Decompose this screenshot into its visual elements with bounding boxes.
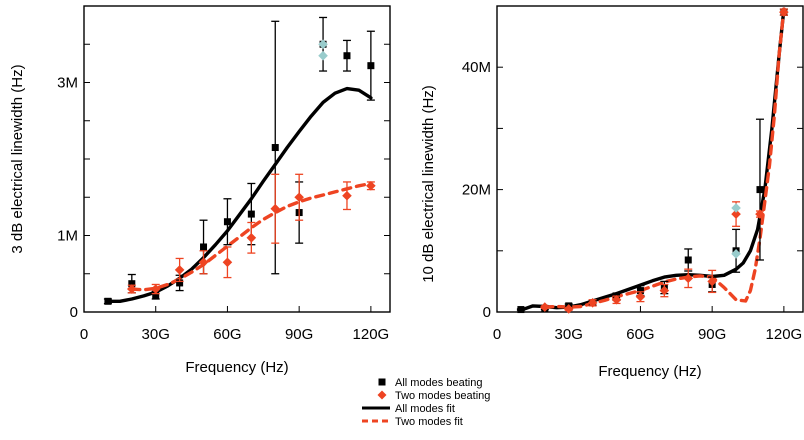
legend-item: Two modes beating	[377, 390, 490, 402]
two-modes-point	[294, 192, 304, 203]
all-modes-point	[223, 218, 231, 226]
two-modes-point	[755, 209, 765, 219]
two-modes-point	[683, 273, 694, 284]
outlier-point	[318, 39, 328, 50]
all-modes-fit-line	[519, 7, 786, 312]
all-modes-point	[152, 291, 160, 299]
legend-item: Two modes fit	[362, 416, 463, 428]
right-ticks: 0 30G 60G 90G 120G 0 20M 40M	[462, 5, 803, 343]
y-tick-label: 40M	[462, 59, 491, 76]
two-modes-point	[270, 203, 281, 214]
y-tick-label: 1M	[57, 228, 78, 245]
left-marks	[103, 16, 376, 305]
all-modes-point	[343, 52, 351, 60]
y-tick-label: 0	[483, 304, 491, 321]
all-modes-point	[176, 279, 184, 287]
two-modes-point	[342, 190, 352, 201]
legend-item: All modes beating	[378, 377, 482, 389]
two-modes-point	[222, 257, 233, 268]
right-y-axis-title: 10 dB electrical linewidth (Hz)	[420, 85, 437, 283]
left-plot-frame	[83, 5, 391, 313]
all-modes-point	[756, 186, 764, 194]
two-modes-point	[127, 284, 137, 294]
all-modes-point	[128, 280, 136, 288]
all-modes-point	[104, 297, 112, 305]
two-modes-point	[174, 265, 185, 275]
all-modes-point	[636, 287, 644, 295]
two-modes-point	[198, 257, 209, 268]
two-modes-point	[779, 7, 789, 17]
legend-label: All modes beating	[395, 377, 482, 389]
legend-square-icon	[378, 378, 386, 386]
two-modes-point	[731, 209, 741, 219]
right-plot-frame	[496, 5, 804, 313]
two-modes-point	[707, 276, 717, 287]
y-tick-label: 0	[70, 304, 78, 321]
outlier-point	[318, 50, 328, 61]
two-modes-point	[587, 298, 598, 308]
x-tick-label: 30G	[142, 326, 170, 343]
left-x-axis-title: Frequency (Hz)	[185, 359, 288, 376]
x-tick-label: 120G	[766, 326, 803, 343]
two-modes-point	[563, 304, 574, 314]
all-modes-point	[200, 243, 208, 251]
x-tick-label: 0	[493, 326, 501, 343]
x-tick-label: 30G	[555, 326, 583, 343]
x-tick-label: 0	[80, 326, 88, 343]
two-modes-point	[611, 294, 622, 305]
two-modes-fit-line	[543, 7, 786, 309]
all-modes-point	[271, 144, 279, 152]
x-tick-label: 90G	[285, 326, 313, 343]
two-modes-point	[246, 232, 257, 243]
left-y-axis-title: 3 dB electrical linewidth (Hz)	[9, 64, 26, 253]
legend-label: All modes fit	[395, 403, 455, 415]
x-tick-label: 90G	[698, 326, 726, 343]
two-modes-point	[635, 291, 646, 302]
two-modes-point	[540, 302, 550, 312]
y-tick-label: 3M	[57, 75, 78, 92]
x-tick-label: 120G	[353, 326, 390, 343]
all-modes-point	[367, 62, 375, 70]
all-modes-point	[247, 210, 255, 218]
left-ticks: 0 30G 60G 90G 120G 0 1M 3M	[57, 43, 390, 343]
y-tick-label: 20M	[462, 182, 491, 199]
all-modes-point	[684, 256, 692, 264]
two-modes-point	[659, 285, 670, 296]
x-tick-label: 60G	[213, 326, 241, 343]
x-tick-label: 60G	[626, 326, 654, 343]
legend-label: Two modes fit	[395, 416, 463, 428]
two-modes-fit-line	[130, 181, 373, 292]
right-chart: 0 30G 60G 90G 120G 0 20M 40M Frequency (Hz) 10 …	[420, 5, 804, 380]
two-modes-point	[150, 284, 161, 294]
outlier-point	[731, 249, 741, 259]
legend-item: All modes fit	[362, 403, 455, 415]
right-x-axis-title: Frequency (Hz)	[598, 363, 701, 380]
right-marks	[516, 7, 789, 314]
all-modes-fit-line	[106, 86, 373, 303]
outlier-point	[731, 203, 741, 213]
two-modes-point	[366, 180, 376, 191]
legend-label: Two modes beating	[395, 390, 490, 402]
legend-diamond-icon	[377, 390, 387, 400]
left-chart: 0 30G 60G 90G 120G 0 1M 3M Frequency (Hz) 3 dB …	[9, 5, 391, 376]
all-modes-point	[517, 306, 525, 314]
